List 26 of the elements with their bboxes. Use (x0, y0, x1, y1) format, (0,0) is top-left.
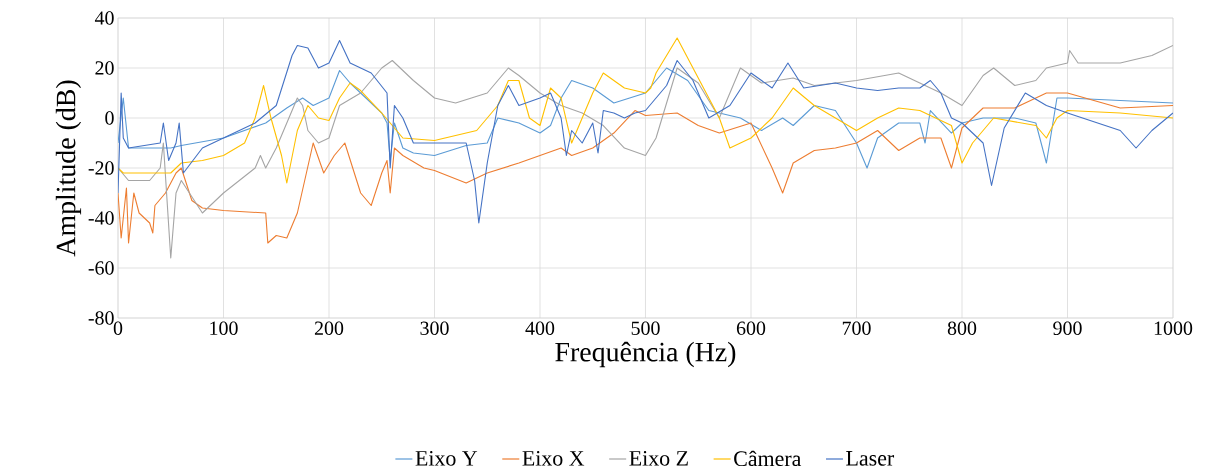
y-tick-label: -20 (88, 161, 114, 175)
x-tick-label: 800 (947, 321, 977, 335)
y-tick-label: -80 (88, 311, 114, 325)
x-tick-label: 700 (842, 321, 871, 335)
y-tick-label: 40 (94, 11, 114, 25)
x-tick-label: 0 (113, 321, 123, 335)
x-tick-label: 400 (525, 321, 555, 335)
y-tick-label: 20 (95, 61, 114, 75)
y-tick-label: -40 (88, 211, 114, 225)
x-axis-title: Frequência (Hz) (555, 341, 736, 368)
legend-label: Eixo X (522, 450, 585, 466)
y-tick-label: 0 (105, 111, 114, 125)
x-tick-label: 500 (631, 321, 660, 335)
x-tick-label: 200 (314, 321, 344, 335)
x-tick-label: 900 (1053, 321, 1082, 335)
legend-label: Câmera (734, 450, 802, 467)
line-series (118, 92, 1173, 244)
x-tick-label: 1000 (1154, 321, 1193, 335)
legend-label: Eixo Y (415, 450, 478, 466)
y-tick-label: -60 (88, 261, 114, 275)
legend-label: Eixo Z (629, 450, 688, 466)
legend-label: Laser (846, 451, 895, 466)
x-tick-label: 300 (420, 321, 449, 335)
y-axis-title: Amplitude (dB) (55, 80, 82, 257)
x-tick-label: 100 (210, 321, 238, 335)
x-tick-label: 600 (736, 321, 766, 335)
